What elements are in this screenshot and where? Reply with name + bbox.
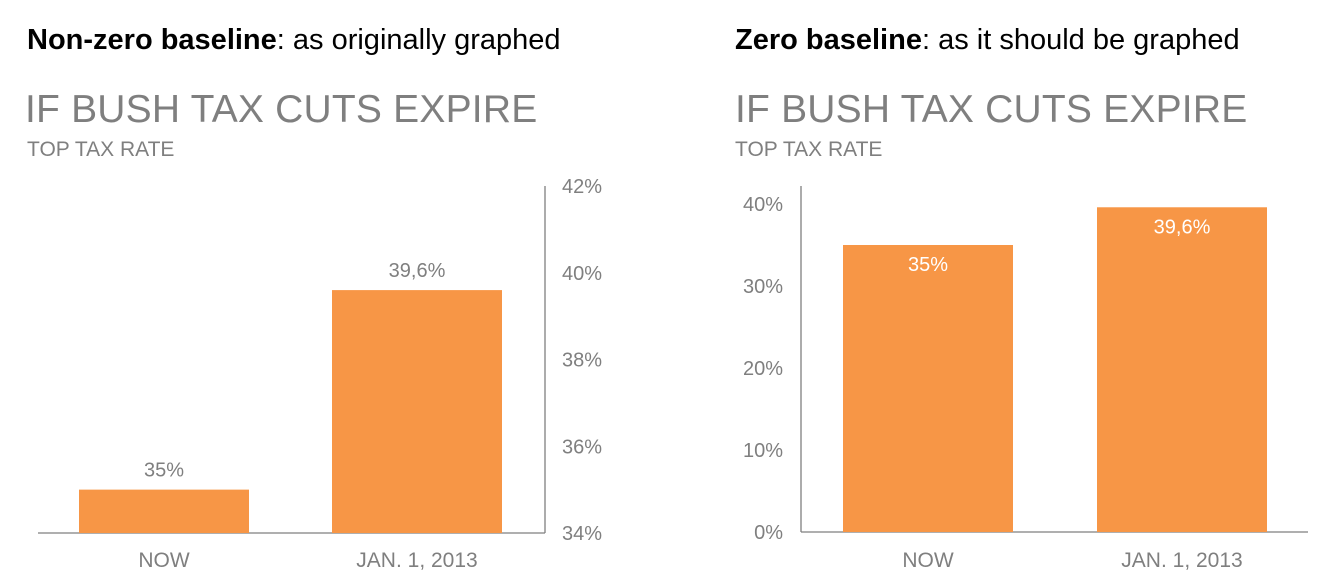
y-tick-label: 42%: [562, 176, 602, 198]
x-category-label: NOW: [902, 549, 954, 572]
bar-jan-2013: [332, 290, 502, 533]
caption-rest: : as it should be graphed: [921, 24, 1240, 56]
y-tick-label: 0%: [754, 522, 783, 544]
bar-now: [843, 245, 1013, 532]
chart-subtitle: TOP TAX RATE: [27, 138, 175, 161]
panel-non-zero-baseline: Non-zero baseline: as originally graphed…: [25, 24, 602, 572]
bar-chart-zero: 0% 10% 20% 30% 40% 35% NOW 39,6% JAN. 1, 2013: [743, 186, 1308, 572]
x-category-label: JAN. 1, 2013: [356, 549, 477, 572]
data-label: 39,6%: [389, 260, 446, 282]
y-tick-label: 20%: [743, 358, 783, 380]
caption-bold: Zero baseline: [735, 24, 922, 56]
y-tick-label: 40%: [743, 194, 783, 216]
y-tick-label: 10%: [743, 440, 783, 462]
y-tick-label: 34%: [562, 523, 602, 545]
y-tick-label: 36%: [562, 436, 602, 458]
chart-title: IF BUSH TAX CUTS EXPIRE: [25, 88, 538, 131]
data-label: 39,6%: [1154, 216, 1211, 238]
panel-zero-baseline: Zero baseline: as it should be graphed I…: [700, 0, 1336, 583]
caption-bold: Non-zero baseline: [27, 24, 277, 56]
caption-non-zero-baseline: Non-zero baseline: as originally graphed: [27, 24, 561, 57]
x-category-label: JAN. 1, 2013: [1121, 549, 1242, 572]
bar-now: [79, 489, 249, 533]
y-tick-label: 38%: [562, 350, 602, 372]
caption-zero-baseline: Zero baseline: as it should be graphed: [735, 24, 1240, 57]
chart-subtitle: TOP TAX RATE: [735, 138, 883, 161]
bar-jan-2013: [1097, 207, 1267, 532]
data-label: 35%: [908, 254, 948, 276]
y-tick-label: 40%: [562, 263, 602, 285]
caption-rest: : as originally graphed: [276, 24, 561, 56]
bar-chart-non-zero: 34% 36% 38% 40% 42% 35% NOW 39,6% JAN. 1, 2013: [38, 176, 602, 572]
chart-title: IF BUSH TAX CUTS EXPIRE: [735, 88, 1248, 131]
x-category-label: NOW: [138, 549, 190, 572]
data-label: 35%: [144, 460, 184, 482]
y-tick-label: 30%: [743, 276, 783, 298]
